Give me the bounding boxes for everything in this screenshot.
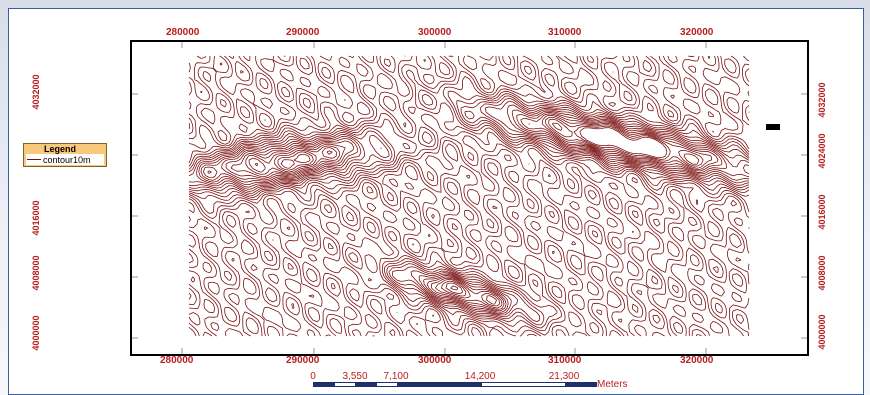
y-tick-left: 4016000	[31, 200, 41, 236]
scale-segment	[313, 382, 334, 387]
x-tick-top: 280000	[166, 27, 200, 38]
x-tick-bottom: 280000	[160, 355, 194, 366]
y-tick-right: 4024000	[817, 133, 827, 169]
scale-segment	[481, 382, 567, 387]
x-tick-top: 290000	[286, 27, 320, 38]
legend[interactable]: Legend contour10m	[23, 143, 107, 167]
scale-segment	[565, 382, 597, 387]
scale-label: 0	[310, 371, 316, 382]
x-tick-top: 310000	[548, 27, 582, 38]
x-tick-bottom: 290000	[286, 355, 320, 366]
y-tick-right: 4016000	[817, 194, 827, 230]
y-tick-left: 4032000	[31, 74, 41, 110]
scale-label: 14,200	[464, 371, 496, 382]
scale-segment	[334, 382, 357, 387]
legend-item-label: contour10m	[43, 154, 91, 165]
scale-segment	[376, 382, 399, 387]
y-tick-left: 4008000	[31, 255, 41, 291]
y-tick-left: 4000000	[31, 315, 41, 351]
contour-line-icon	[27, 159, 41, 160]
scale-label: 7,100	[383, 371, 409, 382]
contour-lines	[188, 55, 750, 337]
x-tick-top: 300000	[418, 27, 452, 38]
contour-path	[188, 55, 750, 337]
x-tick-bottom: 320000	[680, 355, 714, 366]
x-tick-bottom: 310000	[548, 355, 582, 366]
grid-ticks	[132, 42, 807, 354]
y-tick-right: 4008000	[817, 255, 827, 291]
map-data-frame[interactable]	[130, 40, 809, 356]
y-tick-right: 4000000	[817, 314, 827, 350]
x-tick-top: 320000	[680, 27, 714, 38]
scale-segment	[355, 382, 376, 387]
north-arrow-icon	[766, 124, 780, 130]
legend-title: Legend	[44, 144, 77, 154]
scale-units-label: Meters	[597, 379, 628, 390]
scale-label: 21,300	[548, 371, 580, 382]
scale-label: 3,550	[342, 371, 368, 382]
x-tick-bottom: 300000	[418, 355, 452, 366]
legend-item: contour10m	[26, 154, 104, 165]
contour-map	[132, 42, 807, 354]
scale-segment	[397, 382, 481, 387]
